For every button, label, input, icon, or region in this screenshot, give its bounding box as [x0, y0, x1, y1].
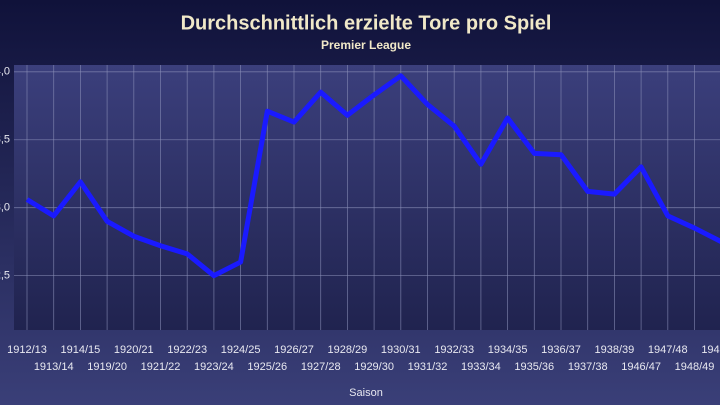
x-tick-label: 1937/38 — [568, 361, 608, 373]
x-tick-label: 1928/29 — [328, 344, 368, 356]
x-tick-label: 1930/31 — [381, 344, 421, 356]
y-tick-label: 3,5 — [0, 134, 10, 146]
y-tick-label: 2,5 — [0, 270, 10, 282]
x-tick-label: 1923/24 — [194, 361, 234, 373]
x-tick-label: 1921/22 — [141, 361, 181, 373]
x-tick-label: 1920/21 — [114, 344, 154, 356]
y-tick-label: 4,0 — [0, 66, 10, 78]
x-tick-label: 1936/37 — [541, 344, 581, 356]
chart-subtitle: Premier League — [321, 38, 411, 52]
x-tick-label: 1947/48 — [648, 344, 688, 356]
y-tick-label: 3,0 — [0, 202, 10, 214]
chart-title: Durchschnittlich erzielte Tore pro Spiel — [181, 12, 552, 34]
x-tick-label: 1933/34 — [461, 361, 501, 373]
x-tick-label: 1934/35 — [488, 344, 528, 356]
x-tick-label: 1931/32 — [408, 361, 448, 373]
x-tick-label: 1927/28 — [301, 361, 341, 373]
x-tick-label: 1913/14 — [34, 361, 74, 373]
x-tick-label: 1914/15 — [61, 344, 101, 356]
x-tick-label: 1924/25 — [221, 344, 261, 356]
x-tick-label: 1912/13 — [7, 344, 47, 356]
x-tick-label: 1935/36 — [514, 361, 554, 373]
x-tick-label: 1949/50 — [701, 344, 720, 356]
plot-area — [14, 65, 720, 330]
x-tick-label: 1922/23 — [167, 344, 207, 356]
x-tick-label: 1925/26 — [247, 361, 287, 373]
x-axis-title: Saison — [349, 387, 383, 399]
x-tick-label: 1929/30 — [354, 361, 394, 373]
x-tick-label: 1948/49 — [675, 361, 715, 373]
x-tick-label: 1919/20 — [87, 361, 127, 373]
data-line — [25, 73, 720, 279]
x-tick-label: 1946/47 — [621, 361, 661, 373]
x-tick-label: 1932/33 — [434, 344, 474, 356]
x-tick-label: 1926/27 — [274, 344, 314, 356]
x-tick-label: 1938/39 — [595, 344, 635, 356]
